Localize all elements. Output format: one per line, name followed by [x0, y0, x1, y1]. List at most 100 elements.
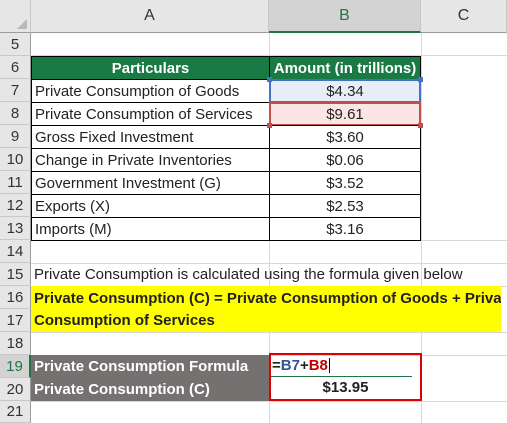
row-header[interactable]: 14: [0, 240, 31, 263]
table-row-label[interactable]: Government Investment (G): [31, 171, 270, 195]
row-header[interactable]: 8: [0, 102, 31, 125]
gridline: [31, 55, 507, 56]
cell-value: $0.06: [326, 151, 364, 169]
cell-text: Consumption of Services: [34, 312, 215, 329]
row-number: 19: [6, 357, 23, 375]
row-number: 14: [6, 242, 24, 260]
cell-text: Government Investment (G): [35, 174, 221, 192]
row-number: 10: [6, 150, 24, 168]
column-header-a[interactable]: A: [31, 0, 269, 33]
cell-text: Private Consumption of Goods: [35, 82, 240, 100]
row-number: 16: [6, 288, 24, 306]
range-handle[interactable]: [418, 123, 423, 128]
table-row-label[interactable]: Private Consumption of Services: [31, 102, 270, 126]
table-row-value[interactable]: $3.16: [269, 217, 421, 241]
row-header[interactable]: 7: [0, 79, 31, 102]
result-label-cell[interactable]: Private Consumption (C): [31, 378, 269, 401]
cell-value: $3.16: [326, 220, 364, 238]
cell-text: Private Consumption (C): [34, 381, 210, 398]
formula-box[interactable]: = B7 + B8 $13.95: [269, 353, 422, 401]
cell-text: Private Consumption of Services: [35, 105, 253, 123]
column-header-c[interactable]: C: [421, 0, 507, 33]
note-text[interactable]: Private Consumption is calculated using …: [31, 263, 501, 286]
result-value: $13.95: [322, 379, 369, 397]
cell-text: Private Consumption Formula: [34, 358, 249, 375]
header-label: Amount (in trillions): [273, 59, 417, 77]
cell-value: $3.60: [326, 128, 364, 146]
cell-text: Gross Fixed Investment: [35, 128, 194, 146]
table-row-value[interactable]: $2.53: [269, 194, 421, 218]
row-number: 17: [6, 311, 24, 329]
header-label: Particulars: [111, 59, 190, 77]
cell-value: $9.61: [326, 105, 364, 123]
column-header-b[interactable]: B: [269, 0, 421, 33]
table-header-particulars[interactable]: Particulars: [31, 56, 270, 80]
table-row-label[interactable]: Private Consumption of Goods: [31, 79, 270, 103]
table-row-value[interactable]: $3.52: [269, 171, 421, 195]
cell-text: Exports (X): [35, 197, 111, 215]
row-number: 11: [7, 173, 23, 191]
range-handle[interactable]: [267, 77, 272, 82]
gridline: [31, 332, 507, 333]
cell-value: $2.53: [326, 197, 364, 215]
column-b-label: B: [339, 6, 350, 24]
row-number: 12: [6, 196, 24, 214]
formula-ref-b8: B8: [308, 356, 328, 374]
table-header-amount[interactable]: Amount (in trillions): [269, 56, 421, 80]
cell-text: Private Consumption (C) = Private Consum…: [34, 289, 501, 307]
table-row-label[interactable]: Imports (M): [31, 217, 270, 241]
row-header[interactable]: 11: [0, 171, 31, 194]
row-header[interactable]: 15: [0, 263, 31, 286]
row-header-selected[interactable]: 19: [0, 355, 31, 378]
row-header[interactable]: 9: [0, 125, 31, 148]
formula-description-line-2[interactable]: Consumption of Services: [31, 309, 501, 332]
cell-value: $3.52: [326, 174, 364, 192]
row-header[interactable]: 10: [0, 148, 31, 171]
select-all-corner[interactable]: [0, 0, 31, 33]
table-row-label[interactable]: Exports (X): [31, 194, 270, 218]
cell-text: Private Consumption is calculated using …: [34, 266, 463, 283]
row-header[interactable]: 17: [0, 309, 31, 332]
row-number: 7: [10, 81, 20, 99]
formula-equals: =: [272, 356, 281, 374]
range-handle[interactable]: [267, 123, 272, 128]
table-row-value[interactable]: $0.06: [269, 148, 421, 172]
row-header[interactable]: 20: [0, 378, 31, 401]
gridline: [421, 33, 422, 423]
row-header[interactable]: 13: [0, 217, 31, 240]
gridline: [31, 401, 507, 402]
row-header[interactable]: 12: [0, 194, 31, 217]
row-number: 21: [6, 403, 24, 420]
table-row-label[interactable]: Change in Private Inventories: [31, 148, 270, 172]
row-number: 18: [6, 334, 24, 352]
row-header[interactable]: 18: [0, 332, 31, 355]
column-c-label: C: [457, 7, 470, 24]
gridline: [31, 263, 507, 264]
cell-text: Imports (M): [35, 220, 112, 238]
table-row-value[interactable]: $3.60: [269, 125, 421, 149]
cell-value: $4.34: [326, 82, 364, 100]
result-value-cell[interactable]: $13.95: [271, 377, 420, 399]
row-number: 15: [6, 265, 24, 283]
formula-description-line-1[interactable]: Private Consumption (C) = Private Consum…: [31, 286, 501, 310]
range-handle[interactable]: [418, 77, 423, 82]
cell-text: Change in Private Inventories: [35, 151, 232, 169]
text-cursor: [328, 357, 330, 373]
formula-edit-cell[interactable]: = B7 + B8: [271, 355, 412, 377]
cell-b8-highlighted[interactable]: $9.61: [269, 102, 421, 126]
row-number: 5: [10, 35, 20, 53]
formula-label-cell[interactable]: Private Consumption Formula: [31, 355, 269, 378]
row-number: 9: [10, 127, 20, 145]
row-header[interactable]: 6: [0, 56, 31, 79]
row-number: 8: [10, 104, 20, 122]
column-a-label: A: [144, 7, 155, 24]
row-header[interactable]: 16: [0, 286, 31, 309]
formula-ref-b7: B7: [280, 356, 300, 374]
row-header[interactable]: 5: [0, 33, 31, 56]
row-number: 13: [6, 219, 24, 237]
row-header[interactable]: 21: [0, 401, 31, 423]
row-number: 20: [6, 380, 24, 398]
table-row-label[interactable]: Gross Fixed Investment: [31, 125, 270, 149]
cell-b7-highlighted[interactable]: $4.34: [269, 79, 421, 103]
